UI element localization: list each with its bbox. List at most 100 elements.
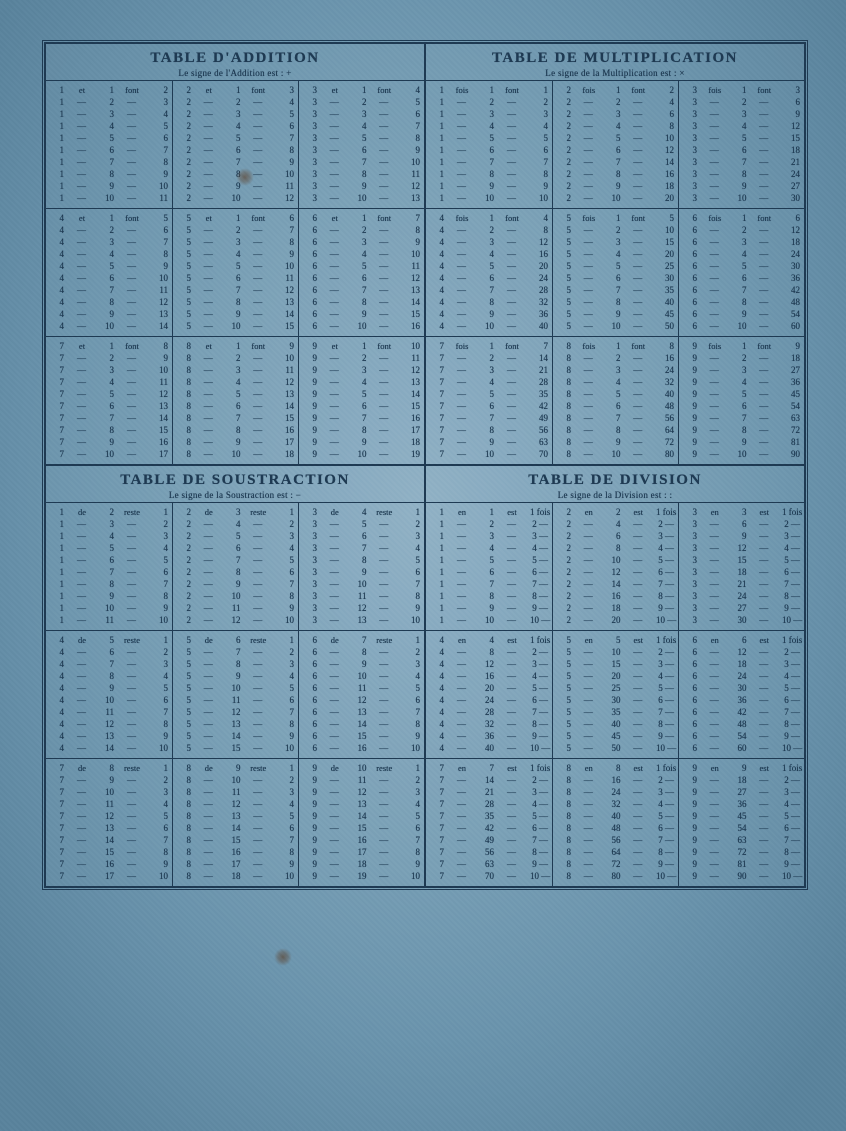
table-column: 4fois1font44—2—84—3—124—4—164—5—204—6—24… — [426, 209, 552, 336]
table-row: 2—7—9 — [177, 156, 294, 168]
table-row: 6—5—11 — [303, 260, 420, 272]
table-row: 7—10—17 — [50, 448, 168, 460]
table-column: 2de3reste12—4—22—5—32—6—42—7—52—8—62—9—7… — [172, 503, 298, 630]
table-row: 9—7—16 — [303, 412, 420, 424]
table-row: 9—8—72 — [683, 424, 800, 436]
block-stack: 1en1est1 fois1—2—2 —1—3—3 —1—4—4 —1—5—5 … — [426, 503, 804, 886]
table-row: 5—9—4 — [177, 670, 294, 682]
table-row: 7—28—4 — — [430, 798, 548, 810]
table-row: 1—10—9 — [50, 602, 168, 614]
table-column: 8de9reste18—10—28—11—38—12—48—13—58—14—6… — [172, 759, 298, 886]
table-row: 6—14—8 — [303, 718, 420, 730]
table-row: 5en5est1 fois — [557, 634, 674, 646]
table-row: 6—36—6 — — [683, 694, 800, 706]
table-row: 2—4—2 — [177, 518, 294, 530]
table-row: 6—11—5 — [303, 682, 420, 694]
table-row: 3—15—5 — — [683, 554, 800, 566]
table-block: 7fois1font77—2—147—3—217—4—287—5—357—6—4… — [426, 336, 804, 464]
table-row: 4—13—9 — [50, 730, 168, 742]
table-column: 2en2est1 fois2—4—2 —2—6—3 —2—8—4 —2—10—5… — [552, 503, 678, 630]
quadrant-title: TABLE DE MULTIPLICATION Le signe de la M… — [426, 44, 804, 81]
table-row: 2—7—14 — [557, 156, 674, 168]
table-row: 5—4—9 — [177, 248, 294, 260]
quad-grid: TABLE D'ADDITION Le signe de l'Addition … — [45, 43, 805, 887]
title-text: TABLE DE SOUSTRACTION — [50, 472, 420, 489]
table-column: 4en4est1 fois4—8—2 —4—12—3 —4—16—4 —4—20… — [426, 631, 552, 758]
table-row: 7—9—16 — [50, 436, 168, 448]
table-row: 7—6—13 — [50, 400, 168, 412]
table-row: 6—7—13 — [303, 284, 420, 296]
table-row: 7—2—14 — [430, 352, 548, 364]
table-row: 7—9—63 — [430, 436, 548, 448]
table-row: 5—3—15 — [557, 236, 674, 248]
table-row: 8—16—8 — [177, 846, 294, 858]
table-row: 9—10—90 — [683, 448, 800, 460]
table-row: 2—10—20 — [557, 192, 674, 204]
table-column: 9et1font109—2—119—3—129—4—139—5—149—6—15… — [298, 337, 424, 464]
table-row: 3—12—4 — — [683, 542, 800, 554]
table-row: 6et1font7 — [303, 212, 420, 224]
table-row: 8—64—8 — — [557, 846, 674, 858]
table-row: 4—36—9 — — [430, 730, 548, 742]
table-row: 9—3—27 — [683, 364, 800, 376]
table-column: 1de2reste11—3—21—4—31—5—41—6—51—7—61—8—7… — [46, 503, 172, 630]
table-row: 3—2—6 — [683, 96, 800, 108]
table-row: 6—2—8 — [303, 224, 420, 236]
table-row: 6—6—36 — [683, 272, 800, 284]
table-column: 1en1est1 fois1—2—2 —1—3—3 —1—4—4 —1—5—5 … — [426, 503, 552, 630]
table-row: 8—5—13 — [177, 388, 294, 400]
table-row: 4—32—8 — — [430, 718, 548, 730]
table-column: 5et1font65—2—75—3—85—4—95—5—105—6—115—7—… — [172, 209, 298, 336]
table-row: 4—6—10 — [50, 272, 168, 284]
table-row: 1—7—7 — — [430, 578, 548, 590]
table-row: 7—17—10 — [50, 870, 168, 882]
paper-stain — [274, 948, 292, 966]
table-row: 8—15—7 — [177, 834, 294, 846]
table-row: 5—45—9 — — [557, 730, 674, 742]
table-row: 1—7—8 — [50, 156, 168, 168]
table-row: 1—4—3 — [50, 530, 168, 542]
table-row: 3en3est1 fois — [683, 506, 800, 518]
table-row: 5—6—30 — [557, 272, 674, 284]
table-row: 1—10—11 — [50, 192, 168, 204]
table-row: 3—12—9 — [303, 602, 420, 614]
table-row: 1—6—7 — [50, 144, 168, 156]
table-row: 1—11—10 — [50, 614, 168, 626]
table-row: 6—9—3 — [303, 658, 420, 670]
table-row: 2—6—3 — — [557, 530, 674, 542]
table-row: 5—7—2 — [177, 646, 294, 658]
table-row: 4—9—36 — [430, 308, 548, 320]
table-row: 3—6—2 — — [683, 518, 800, 530]
table-row: 9fois1font9 — [683, 340, 800, 352]
table-row: 6de7reste1 — [303, 634, 420, 646]
table-row: 6en6est1 fois — [683, 634, 800, 646]
table-row: 7—56—8 — — [430, 846, 548, 858]
title-text: TABLE D'ADDITION — [50, 50, 420, 67]
table-row: 1—3—3 — [430, 108, 548, 120]
table-column: 3fois1font33—2—63—3—93—4—123—5—153—6—183… — [678, 81, 804, 208]
table-row: 9—4—36 — [683, 376, 800, 388]
table-row: 9en9est1 fois — [683, 762, 800, 774]
table-row: 3—10—13 — [303, 192, 420, 204]
table-row: 6—10—60 — [683, 320, 800, 332]
table-row: 7—16—9 — [50, 858, 168, 870]
table-row: 4—8—32 — [430, 296, 548, 308]
table-row: 3—9—12 — [303, 180, 420, 192]
table-row: 2—4—6 — [177, 120, 294, 132]
table-row: 8—32—4 — — [557, 798, 674, 810]
quadrant-multiplication: TABLE DE MULTIPLICATION Le signe de la M… — [425, 43, 805, 465]
table-row: 8et1font9 — [177, 340, 294, 352]
table-row: 7—8—15 — [50, 424, 168, 436]
table-column: 5en5est1 fois5—10—2 —5—15—3 —5—20—4 —5—2… — [552, 631, 678, 758]
table-row: 1—4—4 — [430, 120, 548, 132]
table-column: 6de7reste16—8—26—9—36—10—46—11—56—12—66—… — [298, 631, 424, 758]
table-row: 6—12—2 — — [683, 646, 800, 658]
table-column: 3et1font43—2—53—3—63—4—73—5—83—6—93—7—10… — [298, 81, 424, 208]
table-row: 6—3—18 — [683, 236, 800, 248]
page: TABLE D'ADDITION Le signe de l'Addition … — [0, 0, 846, 1131]
table-row: 3—27—9 — — [683, 602, 800, 614]
table-row: 1—6—6 — [430, 144, 548, 156]
table-row: 1—3—3 — — [430, 530, 548, 542]
table-row: 2—8—6 — [177, 566, 294, 578]
table-row: 4de5reste1 — [50, 634, 168, 646]
